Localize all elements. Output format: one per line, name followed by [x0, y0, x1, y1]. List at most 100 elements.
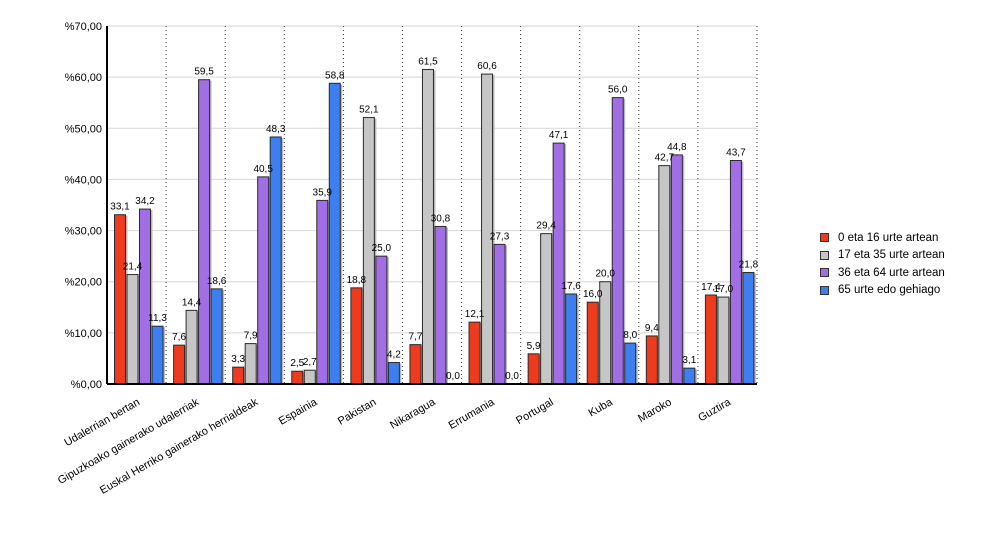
- bar: [173, 344, 186, 385]
- bar: [114, 214, 126, 385]
- bars-layer: [114, 68, 756, 386]
- legend-swatch-65-plus: [820, 285, 829, 295]
- bar: [350, 287, 363, 385]
- data-label: 27,3: [490, 231, 510, 242]
- data-label: 17,4: [701, 282, 721, 293]
- data-label: 33,1: [110, 202, 130, 213]
- category-label: Portugal: [514, 396, 555, 427]
- data-label: 20,0: [595, 269, 615, 280]
- data-label: 7,9: [244, 331, 258, 342]
- data-label: 0,0: [505, 371, 519, 382]
- legend-label-0-16: 0 eta 16 urte artean: [838, 231, 939, 244]
- bar: [291, 370, 304, 385]
- data-label: 43,7: [726, 148, 746, 159]
- data-label: 21,8: [739, 260, 759, 271]
- category-label: Pakistan: [336, 396, 379, 427]
- data-label: 2,7: [303, 357, 317, 368]
- bar: [387, 362, 400, 385]
- bar: [468, 321, 481, 385]
- legend-label-36-64: 36 eta 64 urte artean: [838, 266, 945, 279]
- data-label: 34,2: [135, 196, 155, 207]
- bar: [742, 272, 755, 385]
- bar: [611, 97, 624, 385]
- data-label: 8,0: [623, 330, 637, 341]
- bar: [658, 165, 671, 385]
- bar: [303, 369, 316, 385]
- bar: [481, 73, 494, 385]
- data-label: 42,7: [655, 153, 675, 164]
- data-label: 5,9: [527, 341, 541, 352]
- bar: [493, 243, 506, 385]
- bar: [126, 274, 139, 385]
- data-label: 40,5: [253, 164, 273, 175]
- data-labels-layer: 33,1 21,4 34,2 11,3 7,6 14,4 59,5 18,6 3,3 7,9 40,…: [110, 56, 758, 382]
- data-label: 4,2: [387, 350, 401, 361]
- legend-label-17-35: 17 eta 35 urte artean: [838, 249, 945, 262]
- bar: [328, 82, 341, 385]
- bar: [624, 342, 637, 385]
- bar: [232, 366, 245, 385]
- bar: [434, 225, 447, 385]
- y-tick-label: %0,00: [71, 379, 102, 391]
- bar: [645, 335, 658, 385]
- bar: [139, 208, 151, 385]
- bar: [210, 288, 223, 385]
- data-label: 18,8: [347, 275, 367, 286]
- bar: [540, 233, 553, 385]
- bar: [244, 343, 257, 385]
- data-label: 61,5: [418, 56, 438, 67]
- bar: [257, 176, 270, 385]
- bar: [586, 301, 599, 385]
- data-label: 2,5: [290, 358, 304, 369]
- y-tick-label: %30,00: [65, 226, 102, 238]
- data-label: 16,0: [583, 289, 603, 300]
- legend-swatch-17-35: [820, 250, 829, 260]
- legend-item-0-16: 0 eta 16 urte artean: [820, 229, 945, 247]
- bar: [185, 309, 198, 385]
- data-label: 11,3: [148, 313, 167, 324]
- y-tick-label: %70,00: [65, 21, 102, 33]
- data-label: 35,9: [313, 187, 333, 198]
- data-label: 0,0: [446, 371, 460, 382]
- bar: [729, 160, 742, 385]
- bar: [151, 325, 164, 385]
- data-label: 3,3: [231, 354, 245, 365]
- data-label: 59,5: [194, 67, 214, 78]
- data-label: 7,7: [409, 332, 423, 343]
- data-label: 60,6: [477, 61, 497, 72]
- data-label: 29,4: [536, 221, 556, 232]
- legend: 0 eta 16 urte artean 17 eta 35 urte arte…: [820, 229, 945, 299]
- legend-item-65-plus: 65 urte edo gehiago: [820, 282, 945, 300]
- y-tick-label: %40,00: [65, 174, 102, 186]
- data-label: 44,8: [667, 142, 687, 153]
- legend-swatch-36-64: [820, 268, 829, 278]
- data-label: 9,4: [645, 323, 659, 334]
- data-label: 14,4: [182, 297, 202, 308]
- data-label: 56,0: [608, 85, 628, 96]
- y-tick-label: %50,00: [65, 123, 102, 135]
- legend-swatch-0-16: [820, 233, 829, 243]
- data-label: 58,8: [325, 70, 345, 81]
- data-label: 3,1: [682, 355, 696, 366]
- category-label: Nikaragua: [388, 396, 438, 432]
- legend-item-36-64: 36 eta 64 urte artean: [820, 264, 945, 282]
- category-label: Espainia: [277, 396, 320, 428]
- category-label: Guztira: [696, 396, 733, 425]
- bar: [670, 154, 683, 385]
- category-label: Maroko: [636, 396, 674, 425]
- data-label: 18,6: [207, 276, 227, 287]
- y-tick-label: %20,00: [65, 277, 102, 289]
- bar: [375, 255, 388, 385]
- axis-layer: %0,00 %10,00 %20,00 %30,00 %40,00 %50,00 %60,0…: [56, 21, 757, 497]
- legend-label-65-plus: 65 urte edo gehiago: [838, 284, 941, 297]
- bar: [421, 68, 434, 385]
- data-label: 17,0: [714, 284, 734, 295]
- category-label: Errumania: [447, 396, 498, 432]
- data-label: 47,1: [549, 130, 569, 141]
- bar: [527, 353, 540, 385]
- bar: [683, 367, 696, 385]
- data-label: 21,4: [123, 262, 143, 273]
- bar: [704, 294, 717, 385]
- y-tick-label: %10,00: [65, 328, 102, 340]
